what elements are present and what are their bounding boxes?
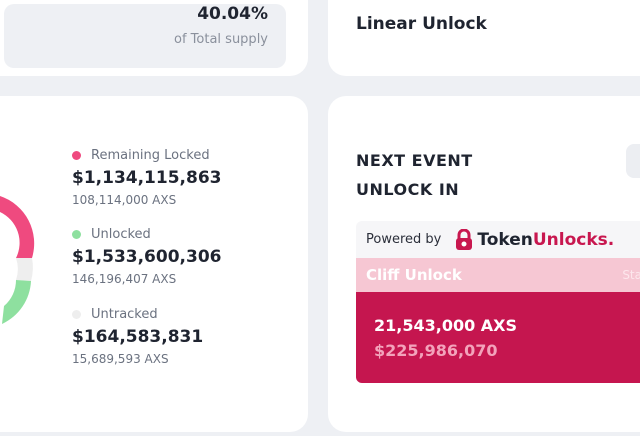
donut-chart — [0, 196, 35, 324]
tokenunlocks-logo-link[interactable]: TokenUnlocks. — [455, 228, 614, 251]
unlock-usd-value: $225,986,070 — [374, 341, 498, 360]
powered-by-text: Powered by — [366, 232, 442, 247]
legend-value: $1,134,115,863 — [72, 168, 222, 188]
legend-tokens: 108,114,000 AXS — [72, 193, 177, 207]
legend-tokens: 15,689,593 AXS — [72, 352, 169, 366]
cliff-unlock-bar: Cliff Unlock Sta — [356, 258, 640, 292]
allocation-breakdown-card: Remaining Locked $1,134,115,863 108,114,… — [0, 96, 308, 432]
linear-unlock-card[interactable]: Linear Unlock — [328, 0, 640, 76]
remaining-locked-dot — [72, 151, 81, 160]
cliff-unlock-details: 21,543,000 AXS $225,986,070 — [356, 292, 640, 383]
event-title-line-2: UNLOCK IN — [356, 180, 460, 199]
legend-item-unlocked: Unlocked $1,533,600,306 146,196,407 AXS — [72, 227, 222, 286]
linear-unlock-title: Linear Unlock — [356, 14, 487, 34]
donut-segment-remaining-locked — [0, 196, 35, 258]
unlocked-dot — [72, 230, 81, 239]
cliff-unlock-label: Cliff Unlock — [366, 266, 462, 284]
brand-main: Token — [477, 229, 533, 250]
event-title-line-1: NEXT EVENT — [356, 151, 473, 170]
legend-item-remaining-locked: Remaining Locked $1,134,115,863 108,114,… — [72, 148, 222, 207]
widget-header: Powered by TokenUnlocks. — [356, 221, 640, 258]
view-toggle[interactable] — [626, 144, 640, 178]
legend-tokens: 146,196,407 AXS — [72, 272, 177, 286]
donut-segment-unlocked — [2, 280, 31, 324]
untracked-dot — [72, 310, 81, 319]
unlock-amount: 21,543,000 AXS — [374, 316, 518, 335]
supply-card: 40.04% of Total supply — [0, 0, 308, 76]
legend-value: $164,583,831 — [72, 327, 204, 347]
supply-box: 40.04% of Total supply — [4, 4, 286, 68]
tokenunlocks-widget: Powered by TokenUnlocks. Cliff Unlock St… — [356, 221, 640, 383]
next-event-card: NEXT EVENT UNLOCK IN Powered by TokenUnl… — [328, 96, 640, 432]
legend-value: $1,533,600,306 — [72, 247, 222, 267]
legend-label: Remaining Locked — [91, 148, 210, 163]
cliff-status-text: Sta — [622, 268, 640, 282]
padlock-icon — [456, 228, 473, 250]
next-event-title: NEXT EVENT UNLOCK IN — [356, 146, 473, 204]
brand-name: TokenUnlocks. — [477, 230, 614, 250]
legend-label: Unlocked — [91, 227, 151, 242]
supply-label: of Total supply — [174, 32, 268, 47]
legend-label: Untracked — [91, 307, 158, 322]
brand-accent: Unlocks. — [532, 229, 615, 250]
supply-percent: 40.04% — [197, 4, 268, 24]
legend-item-untracked: Untracked $164,583,831 15,689,593 AXS — [72, 307, 203, 366]
donut-segment-untracked — [16, 258, 33, 281]
